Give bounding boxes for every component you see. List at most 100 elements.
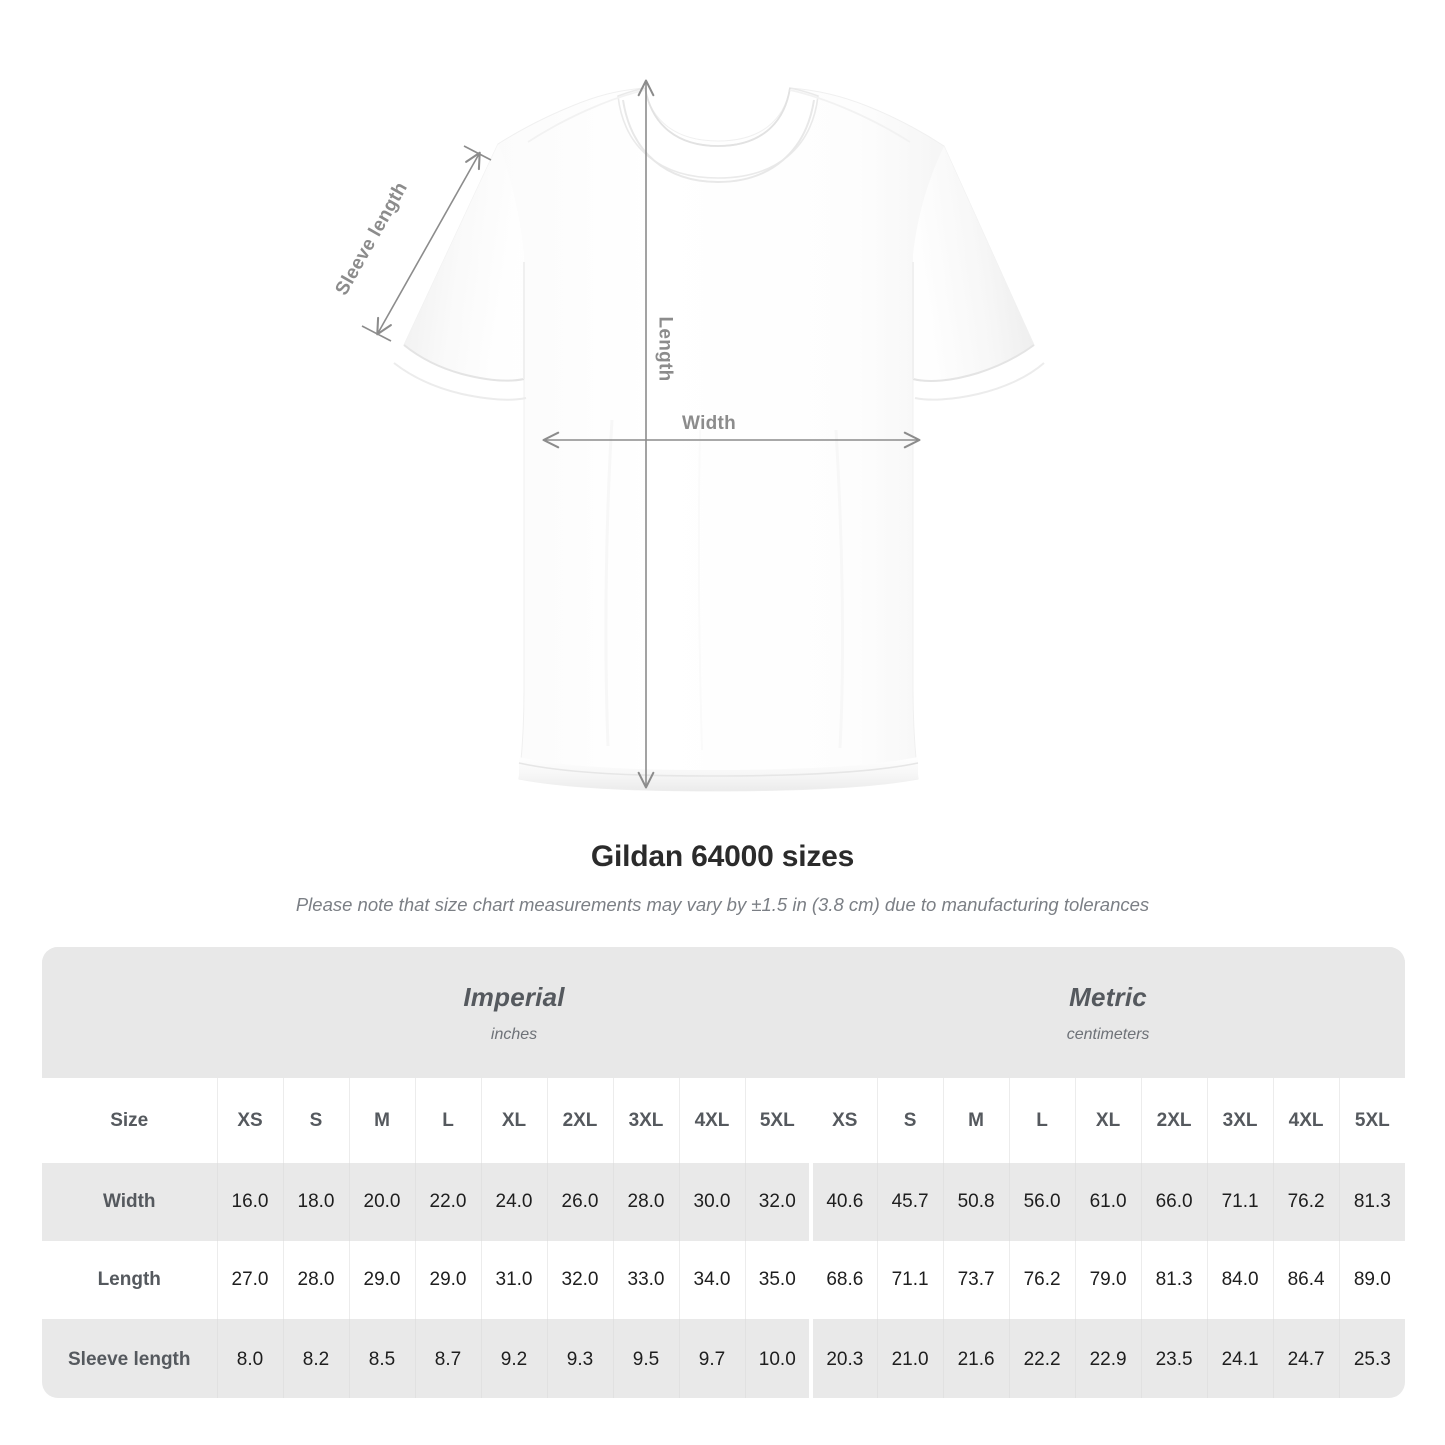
- cell-sleeve-metric-5xl: 25.3: [1338, 1319, 1405, 1398]
- size-header-imperial-5xl: 5XL: [744, 1078, 812, 1163]
- chart-heading-block: Gildan 64000 sizes Please note that size…: [0, 840, 1445, 916]
- cell-sleeve-metric-s: 21.0: [876, 1319, 944, 1398]
- size-header-metric-3xl: 3XL: [1206, 1078, 1274, 1163]
- row-label-sleeve-length: Sleeve length: [42, 1319, 217, 1398]
- cell-length-imperial-5xl: 35.0: [744, 1241, 812, 1319]
- tolerance-note: Please note that size chart measurements…: [295, 894, 1150, 915]
- unit-group-metric-name: Metric: [1069, 981, 1147, 1012]
- size-header-imperial-xs: XS: [216, 1078, 283, 1163]
- cell-length-imperial-xs: 27.0: [216, 1241, 283, 1319]
- size-header-metric-4xl: 4XL: [1272, 1078, 1340, 1163]
- sleeve-tick-bottom: [361, 325, 392, 342]
- row-label-width: Width: [42, 1163, 217, 1241]
- cell-width-metric-4xl: 76.2: [1272, 1163, 1340, 1241]
- cell-sleeve-imperial-2xl: 9.3: [546, 1319, 613, 1398]
- cell-sleeve-metric-xl: 22.9: [1074, 1319, 1142, 1398]
- cell-length-metric-3xl: 84.0: [1206, 1241, 1274, 1319]
- cell-width-imperial-3xl: 28.0: [612, 1163, 679, 1241]
- cell-length-imperial-2xl: 32.0: [546, 1241, 613, 1319]
- size-header-row: Size XS S M L XL 2XL 3XL 4XL 5XL XS S M …: [42, 1078, 1405, 1163]
- unit-group-metric: Metric centimeters: [811, 947, 1405, 1078]
- tshirt-diagram: Sleeve length Length Width: [332, 79, 1045, 792]
- sleeve-dimension-line: [376, 151, 481, 336]
- size-header-imperial-xl: XL: [480, 1078, 547, 1163]
- cell-sleeve-metric-3xl: 24.1: [1206, 1319, 1274, 1398]
- cell-width-metric-s: 45.7: [876, 1163, 944, 1241]
- cell-width-imperial-2xl: 26.0: [546, 1163, 613, 1241]
- cell-length-imperial-l: 29.0: [414, 1241, 481, 1319]
- table-row: Sleeve length 8.0 8.2 8.5 8.7 9.2 9.3 9.…: [42, 1319, 1405, 1398]
- cell-sleeve-metric-l: 22.2: [1008, 1319, 1076, 1398]
- cell-length-metric-l: 76.2: [1008, 1241, 1076, 1319]
- row-label-length: Length: [42, 1241, 217, 1319]
- size-header-label: Size: [42, 1078, 217, 1163]
- cell-width-metric-2xl: 66.0: [1140, 1163, 1208, 1241]
- unit-group-metric-sub: centimeters: [1066, 1025, 1150, 1043]
- table-row: Length 27.0 28.0 29.0 29.0 31.0 32.0 33.…: [42, 1241, 1405, 1319]
- cell-width-imperial-s: 18.0: [282, 1163, 349, 1241]
- size-chart-table-wrapper: Imperial inches Metric centimeters Size …: [42, 947, 1405, 1398]
- size-header-metric-l: L: [1008, 1078, 1076, 1163]
- cell-width-imperial-4xl: 30.0: [678, 1163, 745, 1241]
- cell-length-metric-4xl: 86.4: [1272, 1241, 1340, 1319]
- cell-length-metric-5xl: 89.0: [1338, 1241, 1405, 1319]
- cell-sleeve-imperial-3xl: 9.5: [612, 1319, 679, 1398]
- cell-width-imperial-5xl: 32.0: [744, 1163, 812, 1241]
- size-header-metric-xs: XS: [809, 1078, 878, 1163]
- size-header-imperial-3xl: 3XL: [612, 1078, 679, 1163]
- cell-width-metric-l: 56.0: [1008, 1163, 1076, 1241]
- size-header-metric-s: S: [876, 1078, 944, 1163]
- cell-width-metric-xl: 61.0: [1074, 1163, 1142, 1241]
- size-header-imperial-2xl: 2XL: [546, 1078, 613, 1163]
- size-header-imperial-l: L: [414, 1078, 481, 1163]
- cell-length-metric-s: 71.1: [876, 1241, 944, 1319]
- cell-sleeve-imperial-4xl: 9.7: [678, 1319, 745, 1398]
- size-header-imperial-m: M: [348, 1078, 415, 1163]
- width-label: Width: [682, 413, 737, 434]
- cell-sleeve-imperial-5xl: 10.0: [744, 1319, 812, 1398]
- size-header-metric-2xl: 2XL: [1140, 1078, 1208, 1163]
- length-label: Length: [654, 316, 676, 382]
- size-header-metric-5xl: 5XL: [1338, 1078, 1405, 1163]
- table-row: Width 16.0 18.0 20.0 22.0 24.0 26.0 28.0…: [42, 1163, 1405, 1241]
- cell-width-metric-xs: 40.6: [809, 1163, 878, 1241]
- sleeve-tick-top: [463, 145, 492, 161]
- unit-banner-spacer: [42, 947, 217, 1078]
- cell-sleeve-imperial-xs: 8.0: [216, 1319, 283, 1398]
- cell-length-metric-m: 73.7: [942, 1241, 1010, 1319]
- cell-length-metric-xs: 68.6: [809, 1241, 878, 1319]
- cell-width-metric-m: 50.8: [942, 1163, 1010, 1241]
- cell-length-imperial-s: 28.0: [282, 1241, 349, 1319]
- cell-length-imperial-4xl: 34.0: [678, 1241, 745, 1319]
- cell-sleeve-imperial-s: 8.2: [282, 1319, 349, 1398]
- size-header-imperial-s: S: [282, 1078, 349, 1163]
- page-title: Gildan 64000 sizes: [590, 840, 855, 873]
- cell-width-imperial-l: 22.0: [414, 1163, 481, 1241]
- dimension-lines: [361, 79, 921, 789]
- cell-length-imperial-m: 29.0: [348, 1241, 415, 1319]
- cell-sleeve-imperial-m: 8.5: [348, 1319, 415, 1398]
- cell-width-imperial-xs: 16.0: [216, 1163, 283, 1241]
- cell-sleeve-metric-4xl: 24.7: [1272, 1319, 1340, 1398]
- unit-banner-row: Imperial inches Metric centimeters: [42, 947, 1405, 1078]
- cell-width-imperial-m: 20.0: [348, 1163, 415, 1241]
- unit-group-imperial-name: Imperial: [463, 981, 565, 1012]
- cell-length-imperial-xl: 31.0: [480, 1241, 547, 1319]
- tshirt-illustration: [361, 79, 1045, 792]
- cell-sleeve-imperial-xl: 9.2: [480, 1319, 547, 1398]
- cell-length-metric-2xl: 81.3: [1140, 1241, 1208, 1319]
- size-header-imperial-4xl: 4XL: [678, 1078, 745, 1163]
- size-header-metric-m: M: [942, 1078, 1010, 1163]
- cell-sleeve-imperial-l: 8.7: [414, 1319, 481, 1398]
- unit-group-imperial-sub: inches: [490, 1025, 538, 1043]
- cell-sleeve-metric-xs: 20.3: [809, 1319, 878, 1398]
- cell-length-imperial-3xl: 33.0: [612, 1241, 679, 1319]
- cell-width-metric-3xl: 71.1: [1206, 1163, 1274, 1241]
- size-header-metric-xl: XL: [1074, 1078, 1142, 1163]
- size-chart-table: Imperial inches Metric centimeters Size …: [42, 947, 1405, 1398]
- cell-sleeve-metric-2xl: 23.5: [1140, 1319, 1208, 1398]
- cell-length-metric-xl: 79.0: [1074, 1241, 1142, 1319]
- unit-group-imperial: Imperial inches: [217, 947, 812, 1078]
- cell-width-metric-5xl: 81.3: [1338, 1163, 1405, 1241]
